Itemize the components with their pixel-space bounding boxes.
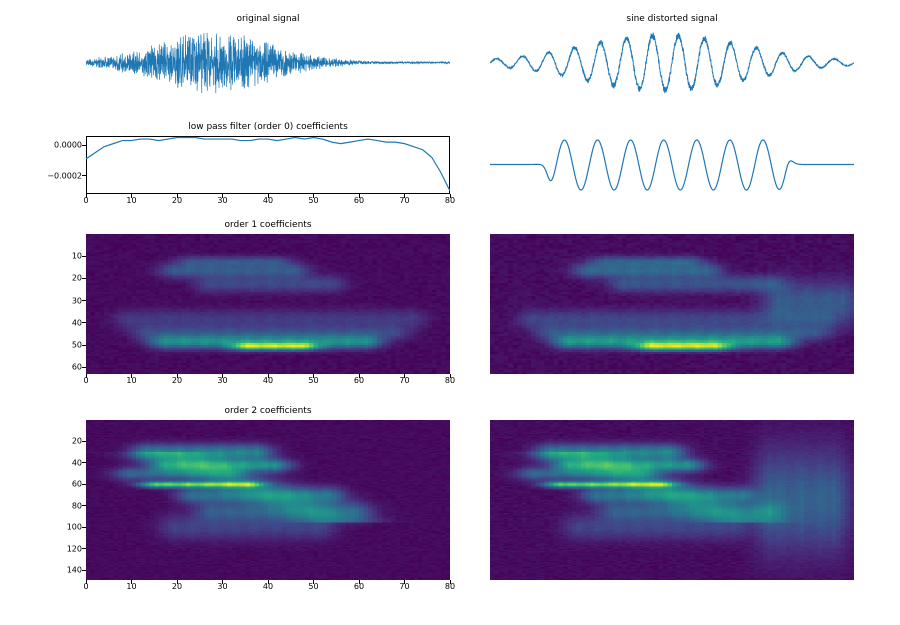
xtick-label: 80 — [445, 196, 455, 205]
heatmap — [490, 420, 854, 580]
xtick-label: 20 — [172, 196, 182, 205]
xtick-label: 30 — [217, 582, 227, 591]
xtick-label: 70 — [399, 376, 409, 385]
panel-r1c2: sine distorted signal — [490, 28, 854, 98]
xtick-label: 0 — [83, 376, 88, 385]
title-r4c1: order 2 coefficients — [86, 406, 450, 416]
xtick-label: 10 — [126, 582, 136, 591]
xtick-label: 80 — [445, 376, 455, 385]
ytick-mark — [82, 548, 86, 549]
ytick-mark — [82, 345, 86, 346]
panel-r4c1: order 2 coefficients01020304050607080204… — [86, 420, 450, 580]
xtick-label: 0 — [83, 196, 88, 205]
xtick-label: 40 — [263, 376, 273, 385]
ytick-label: 20 — [72, 274, 82, 283]
ytick-label: 0.0000 — [54, 141, 82, 150]
line-plot — [490, 136, 854, 194]
ytick-mark — [82, 322, 86, 323]
ytick-mark — [82, 570, 86, 571]
ytick-label: 10 — [72, 252, 82, 261]
xtick-label: 10 — [126, 196, 136, 205]
ytick-mark — [82, 484, 86, 485]
xtick-label: 80 — [445, 582, 455, 591]
ytick-mark — [82, 527, 86, 528]
xtick-label: 60 — [354, 376, 364, 385]
xtick-label: 10 — [126, 376, 136, 385]
ytick-mark — [82, 278, 86, 279]
xtick-label: 40 — [263, 196, 273, 205]
xtick-label: 60 — [354, 196, 364, 205]
ytick-label: 50 — [72, 341, 82, 350]
xtick-label: 70 — [399, 582, 409, 591]
panel-r1c1: original signal — [86, 28, 450, 98]
xtick-label: 0 — [83, 582, 88, 591]
ytick-mark — [82, 300, 86, 301]
ytick-label: 120 — [67, 544, 82, 553]
figure: original signal sine distorted signal low … — [0, 0, 900, 625]
ytick-mark — [82, 367, 86, 368]
xtick-label: 20 — [172, 376, 182, 385]
ytick-mark — [82, 462, 86, 463]
ytick-mark — [82, 505, 86, 506]
panel-r3c2 — [490, 234, 854, 374]
xtick-label: 20 — [172, 582, 182, 591]
ytick-label: 30 — [72, 296, 82, 305]
line-plot — [86, 136, 450, 194]
title-r2c1: low pass filter (order 0) coefficients — [86, 122, 450, 132]
heatmap — [86, 420, 450, 580]
xtick-label: 50 — [308, 582, 318, 591]
ytick-label: 60 — [72, 480, 82, 489]
panel-r2c2 — [490, 136, 854, 194]
line-plot — [86, 28, 450, 98]
ytick-label: 40 — [72, 318, 82, 327]
xtick-label: 50 — [308, 376, 318, 385]
heatmap — [86, 234, 450, 374]
heatmap — [490, 234, 854, 374]
title-r1c1: original signal — [86, 14, 450, 24]
line-plot — [490, 28, 854, 98]
xtick-label: 70 — [399, 196, 409, 205]
ytick-label: 20 — [72, 437, 82, 446]
ytick-label: 80 — [72, 501, 82, 510]
ytick-label: 140 — [67, 566, 82, 575]
ytick-mark — [82, 441, 86, 442]
xtick-label: 30 — [217, 196, 227, 205]
xtick-label: 30 — [217, 376, 227, 385]
xtick-label: 50 — [308, 196, 318, 205]
title-r3c1: order 1 coefficients — [86, 220, 450, 230]
ytick-mark — [82, 145, 86, 146]
ytick-label: −0.0002 — [47, 171, 82, 180]
ytick-mark — [82, 256, 86, 257]
ytick-label: 100 — [67, 523, 82, 532]
ytick-mark — [82, 175, 86, 176]
xtick-label: 60 — [354, 582, 364, 591]
ytick-label: 60 — [72, 363, 82, 372]
xtick-label: 40 — [263, 582, 273, 591]
title-r1c2: sine distorted signal — [490, 14, 854, 24]
panel-r2c1: low pass filter (order 0) coefficients01… — [86, 136, 450, 194]
panel-r3c1: order 1 coefficients01020304050607080102… — [86, 234, 450, 374]
panel-r4c2 — [490, 420, 854, 580]
ytick-label: 40 — [72, 458, 82, 467]
